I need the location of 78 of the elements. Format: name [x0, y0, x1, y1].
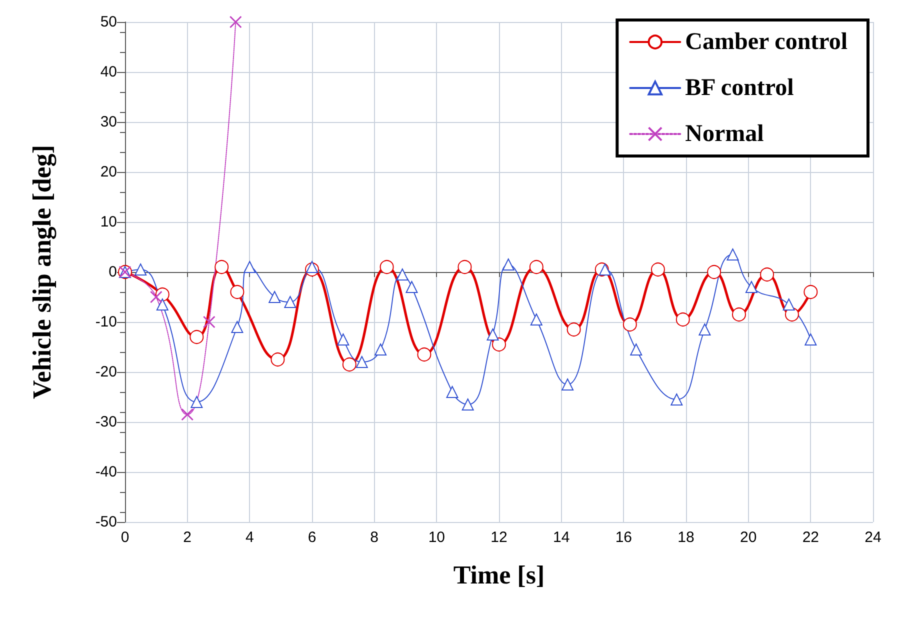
x-tick-label: 2 [183, 529, 192, 546]
point [230, 285, 244, 299]
y-tick-label: 50 [100, 14, 117, 30]
point [566, 322, 581, 336]
x-tick-label: 10 [428, 529, 446, 546]
point [342, 358, 356, 372]
x-tick-label: 16 [615, 529, 632, 546]
point [760, 268, 774, 282]
point [598, 264, 611, 276]
x-tick-label: 20 [740, 529, 757, 546]
point [529, 260, 544, 274]
x-axis-title: Time [s] [453, 560, 545, 590]
y-tick-label: -20 [95, 364, 117, 380]
x-tick-label: 22 [802, 529, 820, 546]
y-tick-label: -40 [95, 464, 117, 480]
legend-label: Normal [685, 121, 764, 147]
point [462, 398, 474, 410]
point [698, 324, 711, 336]
point [244, 261, 256, 273]
point [417, 348, 432, 362]
point [396, 268, 408, 280]
point [181, 408, 194, 421]
y-tick-label: -30 [95, 414, 117, 430]
point [650, 262, 665, 276]
point [270, 352, 285, 366]
point [446, 386, 458, 398]
point [745, 281, 758, 293]
point [229, 16, 242, 28]
x-tick-label: 12 [490, 529, 508, 546]
point [190, 330, 204, 344]
point [622, 318, 637, 332]
y-tick-label: -10 [95, 314, 117, 330]
legend-label: Camber control [685, 29, 848, 55]
y-tick-label: 40 [100, 64, 117, 80]
point [214, 260, 229, 274]
point [726, 248, 739, 260]
x-tick-label: 8 [370, 529, 379, 546]
point [150, 290, 162, 304]
point [782, 298, 795, 310]
point [530, 314, 542, 326]
point [732, 308, 746, 322]
point [707, 265, 722, 279]
y-tick-label: 0 [108, 264, 117, 280]
point [676, 312, 690, 326]
y-tick-label: -50 [95, 514, 117, 530]
x-tick-label: 6 [308, 529, 316, 546]
point [134, 264, 147, 276]
point [190, 396, 203, 408]
point [406, 281, 418, 293]
y-tick-label: 20 [100, 164, 117, 180]
point [284, 296, 296, 308]
point [804, 285, 818, 299]
point [804, 334, 817, 346]
x-tick-label: 4 [245, 529, 254, 546]
y-tick-label: 30 [100, 114, 117, 130]
point [458, 260, 472, 274]
x-tick-label: 0 [120, 529, 130, 546]
point [337, 334, 350, 346]
x-tick-label: 14 [552, 529, 570, 546]
point [562, 378, 574, 390]
y-tick-label: 10 [100, 214, 117, 230]
point [374, 344, 387, 356]
x-tick-label: 24 [864, 529, 882, 546]
point [202, 316, 216, 328]
point [231, 321, 244, 333]
y-axis-title: Vehicle slip angle [deg] [28, 145, 56, 399]
point [268, 291, 281, 303]
point [306, 261, 318, 273]
point [670, 394, 683, 406]
point [356, 356, 368, 368]
x-tick-label: 18 [678, 529, 694, 546]
point [380, 260, 394, 274]
point [502, 258, 514, 270]
point [630, 344, 642, 356]
point [486, 328, 499, 340]
legend-label: BF control [685, 75, 794, 101]
point [156, 298, 168, 310]
point [492, 338, 506, 352]
